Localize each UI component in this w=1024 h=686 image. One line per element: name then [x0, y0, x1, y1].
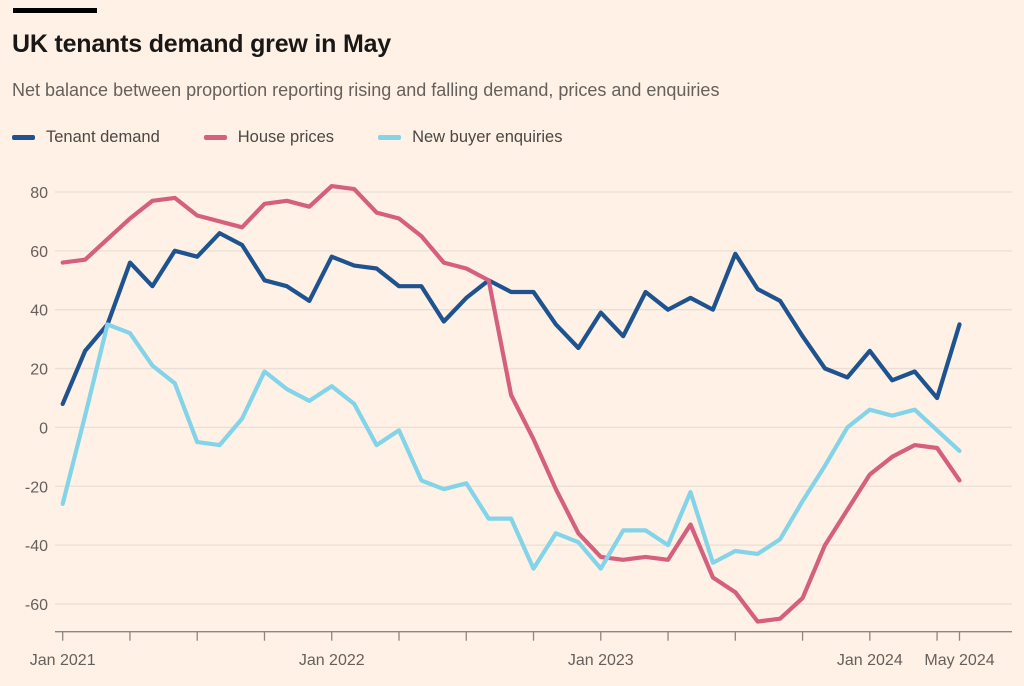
y-tick-label: -60	[25, 597, 48, 614]
x-tick-label: Jan 2022	[299, 652, 365, 669]
x-tick-label: Jan 2021	[30, 652, 96, 669]
y-tick-label: 40	[30, 303, 48, 320]
y-tick-label: -40	[25, 538, 48, 555]
series-line-house-prices	[60, 184, 962, 624]
chart-subtitle: Net balance between proportion reporting…	[12, 80, 720, 100]
x-tick-label: Jan 2024	[837, 652, 903, 669]
kicker-bar	[13, 8, 97, 13]
page-title: UK tenants demand grew in May	[12, 30, 391, 58]
y-tick-label: 0	[39, 420, 48, 437]
x-tick-label: May 2024	[924, 652, 994, 669]
legend-item-new-buyer-enquiries: New buyer enquiries	[378, 128, 562, 147]
series-line-tenant-demand	[60, 231, 962, 406]
legend-label-house-prices: House prices	[237, 128, 335, 146]
y-tick-label: 80	[30, 185, 48, 202]
legend-label-new-buyer-enquiries: New buyer enquiries	[412, 128, 563, 146]
legend-swatch-house-prices	[203, 135, 227, 140]
series-line-new-buyer-enquiries	[60, 322, 962, 571]
legend-label-tenant-demand: Tenant demand	[46, 128, 160, 146]
legend-item-house-prices: House prices	[203, 128, 335, 147]
y-tick-label: 20	[30, 362, 48, 379]
legend-item-tenant-demand: Tenant demand	[12, 128, 160, 147]
y-tick-label: -20	[25, 479, 48, 496]
x-tick-label: Jan 2023	[568, 652, 634, 669]
legend-swatch-new-buyer-enquiries	[378, 135, 402, 140]
y-tick-label: 60	[30, 244, 48, 261]
legend-swatch-tenant-demand	[12, 135, 35, 140]
chart-legend: Tenant demand House prices New buyer enq…	[12, 128, 562, 147]
